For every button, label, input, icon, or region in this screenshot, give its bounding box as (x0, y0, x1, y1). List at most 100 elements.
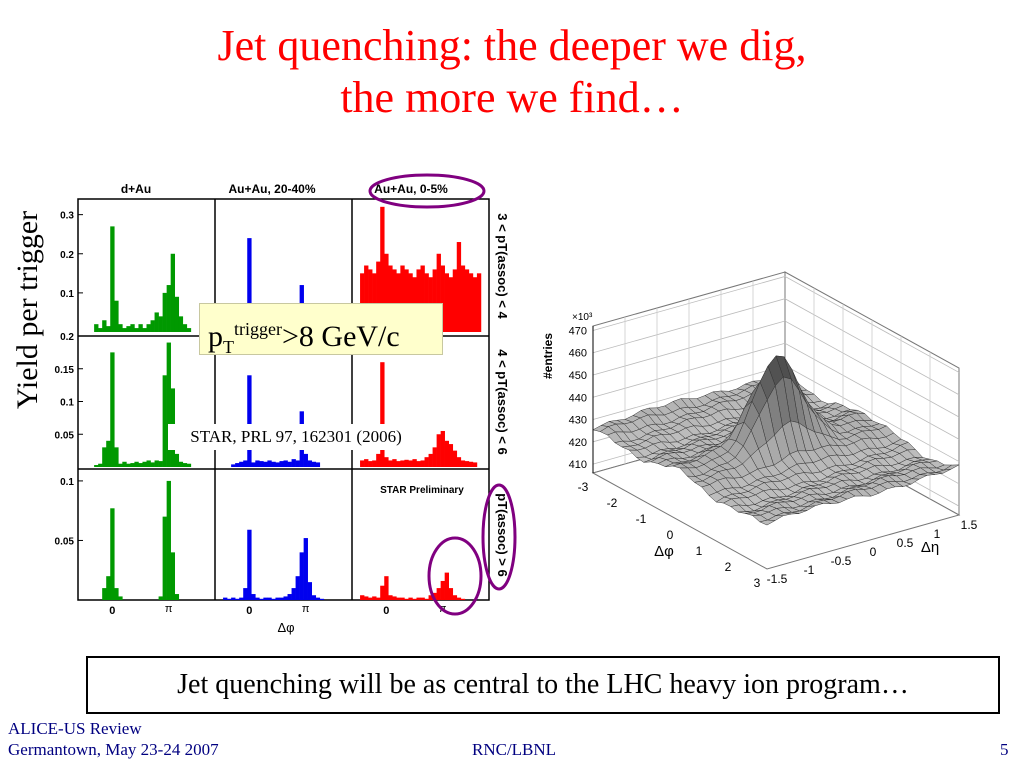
histogram-bar (380, 206, 385, 332)
histogram-bar (307, 460, 313, 467)
row-label: 3 < pT(assoc) < 4 (495, 213, 510, 319)
footer-page-number: 5 (1000, 740, 1009, 759)
histogram-bar (376, 261, 381, 332)
histogram-bar (388, 595, 393, 600)
histogram-bar (448, 444, 454, 467)
histogram-bar (106, 576, 111, 600)
histogram-bar (126, 326, 131, 332)
histogram-bar (380, 585, 385, 600)
histogram-bar (295, 460, 300, 467)
histogram-bar (251, 594, 256, 600)
histogram-bar (372, 273, 377, 332)
histogram-bar (174, 453, 180, 467)
histogram-bar (456, 597, 462, 600)
histogram-bar (94, 465, 99, 467)
histogram-bar (420, 265, 425, 332)
histogram-bar (255, 460, 260, 467)
histogram-bar (162, 516, 167, 600)
histogram-bar (162, 292, 167, 332)
y-tick-label: 0.3 (60, 211, 74, 222)
histogram-bar (182, 463, 188, 467)
histogram-bar (134, 328, 139, 332)
histogram-bar (178, 316, 184, 332)
histogram-bar (452, 269, 458, 332)
histogram-bar (384, 576, 389, 600)
histogram-bar (267, 460, 272, 467)
histogram-bar (263, 597, 268, 600)
histogram-bar (412, 459, 417, 467)
x-tick-label: 0 (246, 605, 252, 617)
highlight-ellipse-header (368, 173, 486, 209)
histogram-bar (376, 453, 381, 467)
y-tick-label: 0.15 (55, 365, 75, 376)
histogram-bar (424, 457, 429, 467)
histogram-bar (259, 461, 264, 467)
histogram-bar (186, 463, 192, 467)
histogram-bar (432, 592, 437, 600)
histogram-bar (303, 538, 308, 600)
histogram-bar (400, 460, 405, 467)
histogram-bar (368, 269, 373, 332)
histogram-bar (118, 324, 123, 332)
histogram-bar (98, 463, 103, 467)
histogram-bar (186, 328, 192, 332)
histogram-bar (448, 588, 454, 600)
histogram-bar (154, 460, 159, 467)
histogram-bar (416, 461, 421, 467)
reference-citation: STAR, PRL 97, 162301 (2006) (168, 424, 424, 450)
histogram-bar (444, 273, 450, 332)
histogram-bar (126, 463, 131, 467)
histogram-bar (122, 328, 127, 332)
histogram-bar (114, 447, 119, 467)
histogram-bar (291, 459, 296, 467)
histogram-bar (388, 265, 393, 332)
histogram-bar (243, 460, 248, 467)
histogram-bar (311, 461, 317, 467)
histogram-bar (468, 273, 474, 332)
histogram-bar (102, 447, 107, 467)
histogram-bar (110, 352, 115, 467)
histogram-bar (424, 273, 429, 332)
histogram-bar (368, 461, 373, 467)
star-preliminary-annotation: STAR Preliminary (380, 485, 464, 496)
histogram-bar (98, 328, 103, 332)
trigger-sub: T (223, 337, 234, 357)
histogram-bar (468, 461, 474, 467)
histogram-bar (396, 597, 401, 600)
histogram-bar (432, 447, 437, 467)
histogram-bar (404, 598, 409, 600)
histogram-bar (384, 253, 389, 332)
histogram-bar (436, 253, 441, 332)
y-tick-label: 0.2 (60, 250, 74, 261)
histogram-bar (114, 588, 119, 600)
histogram-bar (315, 597, 321, 600)
histogram-bar (174, 594, 180, 600)
x-tick-label: π (302, 603, 310, 615)
histogram-bar (150, 462, 155, 467)
histogram-bar (158, 316, 163, 332)
y-tick-label: 0.1 (60, 398, 74, 409)
trigger-threshold-label: pTtrigger>8 GeV/c (199, 303, 443, 357)
histogram-bar (275, 597, 280, 600)
y-tick-label: 0.05 (55, 536, 75, 547)
histogram-bar (170, 552, 176, 600)
grid-frame (77, 198, 490, 601)
histogram-bar (94, 324, 99, 332)
histogram-bar (223, 597, 228, 600)
histogram-bar (142, 461, 147, 467)
histogram-bar (396, 273, 401, 332)
histogram-bar (444, 440, 450, 467)
histogram-bar (408, 597, 413, 600)
histogram-bar (239, 461, 244, 467)
histogram-bar (259, 598, 264, 600)
histogram-bar (102, 588, 107, 600)
histogram-bar (396, 461, 401, 467)
histogram-bar (311, 595, 317, 600)
histogram-bar (380, 362, 385, 467)
histogram-bar (460, 598, 466, 600)
footer-center: RNC/LBNL (472, 740, 557, 759)
histogram-bar (231, 464, 236, 467)
column-header: d+Au (121, 182, 151, 196)
histogram-bar (166, 480, 171, 600)
